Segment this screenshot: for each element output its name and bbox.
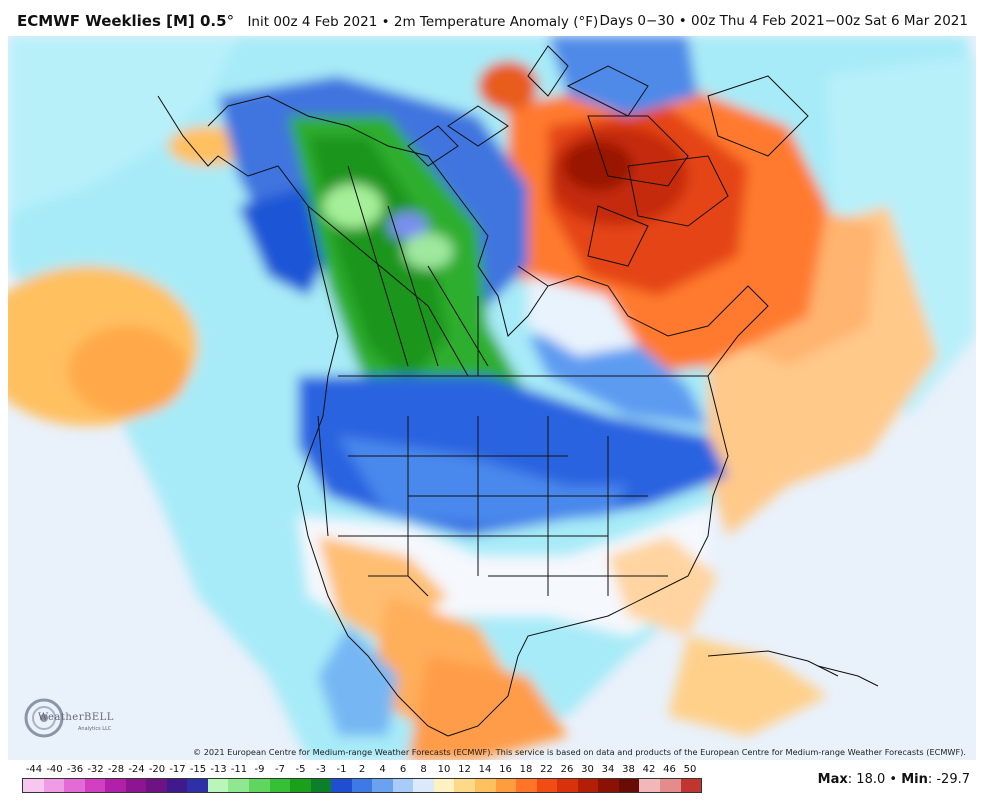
map-title: ECMWF Weeklies [M] 0.5° Init 00z 4 Feb 2… (17, 12, 599, 30)
legend-label: -24 (128, 764, 145, 775)
coastlines (157, 45, 879, 737)
legend-swatch (125, 779, 147, 792)
legend-label: 12 (458, 764, 471, 775)
legend-swatch (680, 779, 702, 792)
max-min-stats: Max: 18.0 • Min: -29.7 (817, 772, 970, 787)
legend-label: 16 (499, 764, 512, 775)
legend-label: 46 (663, 764, 676, 775)
field-name: 2m Temperature Anomaly (°F) (393, 14, 599, 30)
legend-swatch (187, 779, 208, 792)
legend-label: 26 (560, 764, 574, 775)
legend-swatch (207, 779, 229, 792)
legend-label: 4 (379, 764, 386, 775)
legend-label: -17 (169, 764, 186, 775)
legend-label: -36 (66, 764, 84, 775)
legend-swatch (557, 779, 578, 792)
legend-swatch (351, 779, 373, 792)
legend-swatch (659, 779, 681, 792)
legend-swatch (64, 779, 85, 792)
legend-swatch (495, 779, 517, 792)
legend-swatch (516, 779, 537, 792)
legend-swatch (454, 779, 476, 792)
model-name: ECMWF Weeklies [M] 0.5 (17, 12, 227, 30)
legend-label: -32 (87, 764, 104, 775)
legend-swatch (536, 779, 558, 792)
logo-subtext: Analytics LLC (78, 726, 112, 732)
legend-swatch (269, 779, 291, 792)
legend-label: 10 (437, 764, 451, 775)
legend-swatch (331, 779, 352, 792)
legend-label: -28 (107, 764, 125, 775)
legend-label: -13 (210, 764, 227, 775)
legend-label: -15 (189, 764, 207, 775)
legend-label: -7 (275, 764, 285, 775)
weatherbell-logo: WeatherBELL Analytics LLC (24, 694, 119, 742)
valid-period: Days 0−30 • 00z Thu 4 Feb 2021−00z Sat 6… (599, 13, 968, 29)
legend-label: 22 (540, 764, 553, 775)
legend-swatch (618, 779, 640, 792)
legend-label: 2 (358, 764, 366, 775)
legend-swatch (84, 779, 106, 792)
min-value: -29.7 (936, 772, 970, 787)
legend-swatch (166, 779, 188, 792)
legend-swatch (413, 779, 434, 792)
init-time: Init 00z 4 Feb 2021 (247, 14, 378, 30)
legend-label: -20 (148, 764, 166, 775)
legend-swatch (228, 779, 250, 792)
legend-label: 8 (420, 764, 427, 775)
max-label: Max (817, 772, 848, 787)
legend-label: -5 (295, 764, 306, 775)
legend-label: 42 (642, 764, 656, 775)
legend-swatch (105, 779, 126, 792)
map-canvas (8, 36, 976, 760)
logo-text: WeatherBELL (38, 712, 114, 723)
legend-swatch (577, 779, 599, 792)
legend-swatch (23, 779, 44, 792)
legend-label: -9 (254, 764, 265, 775)
legend-label: -44 (25, 764, 43, 775)
legend-label: -1 (336, 764, 347, 775)
legend-label: 14 (478, 764, 492, 775)
anomaly-map: WeatherBELL Analytics LLC © 2021 Europea… (8, 36, 976, 760)
min-label: Min (901, 772, 928, 787)
legend-bar (22, 778, 702, 793)
legend-swatch (43, 779, 65, 792)
legend-label: 6 (399, 764, 407, 775)
legend-swatch (310, 779, 332, 792)
degree-symbol: ° (226, 12, 235, 30)
copyright-notice: © 2021 European Centre for Medium-range … (192, 747, 966, 757)
legend-label: -11 (230, 764, 248, 775)
legend-label: 30 (581, 764, 594, 775)
legend-swatch (372, 779, 393, 792)
legend-swatch (249, 779, 270, 792)
max-value: 18.0 (856, 772, 886, 787)
legend-swatch (433, 779, 455, 792)
legend-swatch (392, 779, 414, 792)
legend-label: -40 (46, 764, 63, 775)
legend-label: 18 (519, 764, 533, 775)
color-legend: -44 -40 -36 -32 -28 -24 -20 -17 -15 -13 -11 -9 -7 -5-… (22, 764, 702, 796)
legend-label: 50 (683, 764, 697, 775)
legend-swatch (475, 779, 496, 792)
header: ECMWF Weeklies [M] 0.5° Init 00z 4 Feb 2… (0, 0, 984, 36)
legend-swatch (639, 779, 660, 792)
legend-labels: -44 -40 -36 -32 -28 -24 -20 -17 -15 -13 -11 -9 -7 -5-… (22, 764, 702, 778)
legend-swatch (290, 779, 311, 792)
legend-swatch (598, 779, 619, 792)
legend-label: 38 (622, 764, 635, 775)
legend-swatch (146, 779, 167, 792)
legend-label: -3 (316, 764, 326, 775)
logo-swirl-icon (24, 698, 64, 738)
legend-label: 34 (601, 764, 615, 775)
